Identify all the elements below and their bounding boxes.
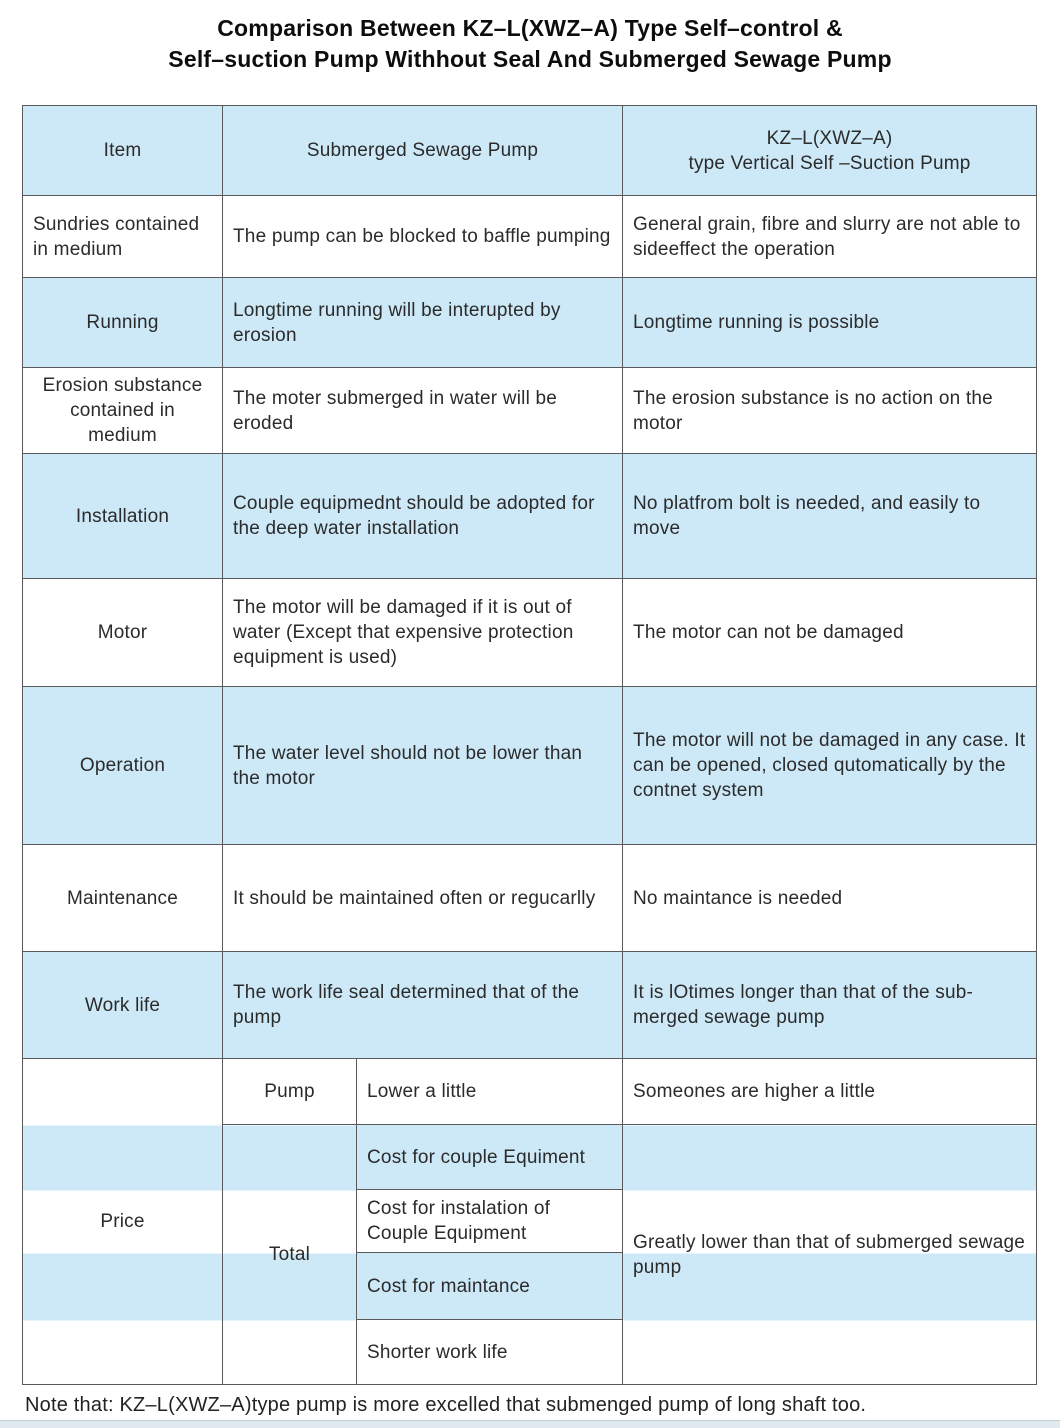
row-item-price: Price: [22, 1058, 223, 1385]
bottom-strip: [0, 1420, 1060, 1428]
row-submerged-cell: The work life seal determined that of th…: [221, 951, 624, 1059]
price-pump-submerged-cell: Lower a little: [355, 1058, 624, 1125]
row-item-operation: Operation: [22, 686, 223, 845]
page-title-line2: Self–suction Pump Withhout Seal And Subm…: [168, 46, 892, 72]
row-kzl-cell: Longtime running is possible: [622, 277, 1038, 368]
row-item-motor: Motor: [22, 578, 223, 687]
footnote: Note that: KZ–L(XWZ–A)type pump is more …: [25, 1394, 867, 1416]
row-submerged-cell: The motor will be damaged if it is out o…: [221, 578, 624, 687]
header-cell-kzl: KZ–L(XWZ–A) type Vertical Self –Suction …: [622, 105, 1038, 196]
row-submerged-cell: Couple equipmednt should be adopted for …: [221, 453, 624, 579]
price-total-item-cell: Cost for couple Equiment: [355, 1124, 624, 1190]
row-kzl-cell: The erosion substance is no action on th…: [622, 367, 1038, 454]
page-title: Comparison Between KZ–L(XWZ–A) Type Self…: [0, 0, 1060, 75]
row-kzl-cell: The motor can not be damaged: [622, 578, 1038, 687]
row-item-erosion: Erosion substance contained in medium: [22, 367, 223, 454]
price-total-item-cell: Shorter work life: [355, 1319, 624, 1385]
header-cell-submerged: Submerged Sewage Pump: [221, 105, 624, 196]
row-item-installation: Installation: [22, 453, 223, 579]
header-kzl-line2: type Vertical Self –Suction Pump: [688, 152, 971, 174]
table-header-row: Item Submerged Sewage Pump KZ–L(XWZ–A) t…: [22, 105, 1038, 196]
price-total-row: Shorter work life: [23, 1319, 1037, 1385]
price-total-row: Cost for instalation of Couple Equipment: [23, 1189, 1037, 1253]
header-cell-item: Item: [22, 105, 223, 196]
price-pump-kzl-cell: Someones are higher a little: [622, 1058, 1038, 1125]
table-row: Operation The water level should not be …: [22, 686, 1038, 845]
comparison-table: Item Submerged Sewage Pump KZ–L(XWZ–A) t…: [22, 105, 1038, 1385]
price-total-item-cell: Cost for instalation of Couple Equipment: [355, 1189, 624, 1253]
row-submerged-cell: Longtime running will be interupted by e…: [221, 277, 624, 368]
header-kzl-line1: KZ–L(XWZ–A): [766, 127, 893, 149]
table-row: Sundries contained in medium The pump ca…: [22, 195, 1038, 278]
table-row: Work life The work life seal determined …: [22, 951, 1038, 1059]
row-kzl-cell: No platfrom bolt is needed, and easily t…: [622, 453, 1038, 579]
row-item-sundries: Sundries contained in medium: [22, 195, 223, 278]
row-submerged-cell: The pump can be blocked to baffle pumpin…: [221, 195, 624, 278]
price-total-row: Cost for maintance: [23, 1252, 1037, 1320]
row-kzl-cell: The motor will not be damaged in any cas…: [622, 686, 1038, 845]
table-row: Installation Couple equipmednt should be…: [22, 453, 1038, 579]
page-title-line1: Comparison Between KZ–L(XWZ–A) Type Self…: [217, 15, 843, 41]
price-total-item-cell: Cost for maintance: [355, 1252, 624, 1320]
price-pump-row: Price Pump Lower a little Someones are h…: [22, 1058, 1038, 1385]
row-submerged-cell: The water level should not be lower than…: [221, 686, 624, 845]
row-item-maintenance: Maintenance: [22, 844, 223, 952]
row-kzl-cell: No maintance is needed: [622, 844, 1038, 952]
table-row: Maintenance It should be maintained ofte…: [22, 844, 1038, 952]
price-pump-label: Pump: [222, 1058, 357, 1125]
price-total-label: Total: [222, 1124, 357, 1385]
row-kzl-cell: General grain, fibre and slurry are not …: [622, 195, 1038, 278]
table-row: Running Longtime running will be interup…: [22, 277, 1038, 368]
row-submerged-cell: It should be maintained often or regucar…: [221, 844, 624, 952]
row-kzl-cell: It is lOtimes longer than that of the su…: [622, 951, 1038, 1059]
row-item-running: Running: [22, 277, 223, 368]
price-total-kzl-cell: Greatly lower than that of submerged sew…: [622, 1124, 1038, 1385]
price-total-row: Total Cost for couple Equiment Greatly l…: [23, 1124, 1038, 1385]
row-submerged-cell: The moter submerged in water will be ero…: [221, 367, 624, 454]
row-item-worklife: Work life: [22, 951, 223, 1059]
table-row: Erosion substance contained in medium Th…: [22, 367, 1038, 454]
table-row: Motor The motor will be damaged if it is…: [22, 578, 1038, 687]
